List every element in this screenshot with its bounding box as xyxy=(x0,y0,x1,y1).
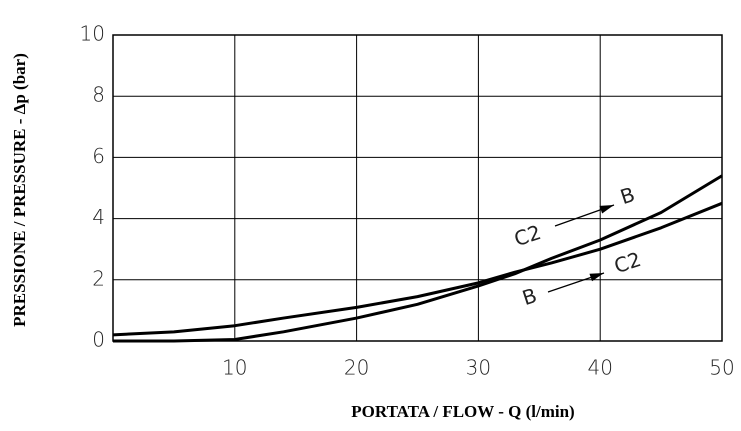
y-axis-label: PRESSIONE / PRESSURE - Δp (bar) xyxy=(10,53,29,327)
x-tick-label: 10 xyxy=(222,356,247,380)
x-tick-label: 50 xyxy=(709,356,734,380)
annotation-from: B xyxy=(519,283,539,310)
annotation-to: C2 xyxy=(611,247,644,278)
x-tick-label: 40 xyxy=(587,356,612,380)
y-tick-label: 4 xyxy=(92,205,105,229)
arrow-head xyxy=(589,273,604,282)
y-tick-label: 0 xyxy=(92,328,105,352)
curve xyxy=(113,174,723,343)
annotation-from: C2 xyxy=(511,220,544,251)
y-tick-label: 6 xyxy=(92,144,105,168)
x-tick-label: 20 xyxy=(344,356,369,380)
annotation-to: B xyxy=(617,182,637,209)
arrow-head xyxy=(599,205,614,214)
y-tick-label: 2 xyxy=(92,266,105,290)
y-tick-label: 8 xyxy=(92,83,105,107)
plot-frame xyxy=(112,34,723,342)
curve xyxy=(112,201,723,337)
y-tick-label: 10 xyxy=(80,22,105,46)
x-tick-label: 30 xyxy=(466,356,491,380)
x-axis-label: PORTATA / FLOW - Q (l/min) xyxy=(351,402,574,421)
